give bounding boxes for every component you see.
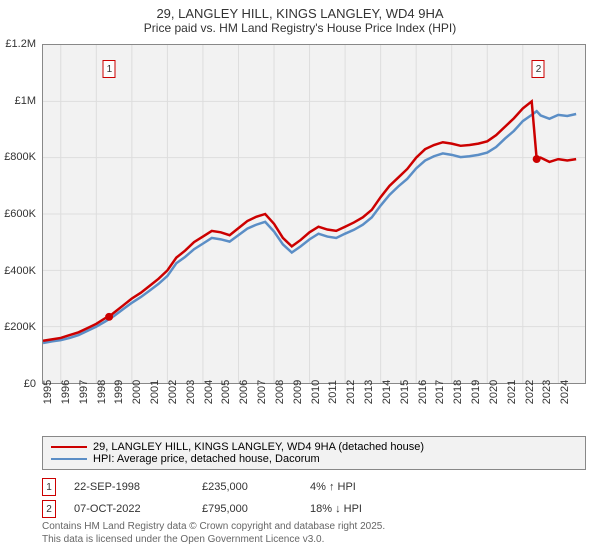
x-axis-label: 2016	[417, 380, 429, 404]
transaction-row: 1 22-SEP-1998 £235,000 4% ↑ HPI	[42, 476, 586, 498]
transaction-pct: 18% ↓ HPI	[310, 503, 410, 515]
x-axis-label: 2012	[345, 380, 357, 404]
title-block: 29, LANGLEY HILL, KINGS LANGLEY, WD4 9HA…	[0, 0, 600, 37]
legend-swatch	[51, 446, 87, 449]
chart-container: 29, LANGLEY HILL, KINGS LANGLEY, WD4 9HA…	[0, 0, 600, 560]
x-axis-label: 1997	[78, 380, 90, 404]
x-axis-label: 2008	[274, 380, 286, 404]
footer-line-2: This data is licensed under the Open Gov…	[42, 533, 586, 546]
transaction-price: £235,000	[202, 481, 292, 493]
footer-line-1: Contains HM Land Registry data © Crown c…	[42, 520, 586, 533]
transaction-price: £795,000	[202, 503, 292, 515]
x-axis-label: 2015	[399, 380, 411, 404]
transaction-marker-box: 2	[42, 500, 56, 518]
x-axis-label: 2020	[488, 380, 500, 404]
x-axis-label: 1996	[60, 380, 72, 404]
x-axis-label: 1995	[42, 380, 54, 404]
x-axis-label: 2023	[541, 380, 553, 404]
x-axis-label: 2014	[381, 380, 393, 404]
x-axis-label: 2022	[524, 380, 536, 404]
y-axis-label: £0	[24, 378, 36, 390]
y-axis-label: £200K	[4, 321, 36, 333]
x-axis-label: 2019	[470, 380, 482, 404]
legend: 29, LANGLEY HILL, KINGS LANGLEY, WD4 9HA…	[42, 436, 586, 470]
chart-marker: 2	[532, 60, 545, 78]
y-axis-labels: £0£200K£400K£600K£800K£1M£1.2M	[0, 44, 40, 384]
x-axis-label: 2001	[149, 380, 161, 404]
x-axis-label: 2024	[559, 380, 571, 404]
y-axis-label: £600K	[4, 208, 36, 220]
legend-label: 29, LANGLEY HILL, KINGS LANGLEY, WD4 9HA…	[93, 441, 424, 453]
x-axis-label: 1998	[96, 380, 108, 404]
x-axis-label: 2006	[238, 380, 250, 404]
chart-subtitle: Price paid vs. HM Land Registry's House …	[0, 21, 600, 35]
chart-area: 12	[42, 44, 586, 384]
transaction-marker-box: 1	[42, 478, 56, 496]
x-axis-label: 2003	[185, 380, 197, 404]
x-axis-label: 2013	[363, 380, 375, 404]
transaction-date: 07-OCT-2022	[74, 503, 184, 515]
x-axis-label: 2010	[310, 380, 322, 404]
x-axis-label: 2018	[452, 380, 464, 404]
transaction-date: 22-SEP-1998	[74, 481, 184, 493]
x-axis-label: 2004	[203, 380, 215, 404]
x-axis-label: 2021	[506, 380, 518, 404]
x-axis-label: 2005	[220, 380, 232, 404]
x-axis-label: 2011	[327, 380, 339, 404]
legend-swatch	[51, 458, 87, 461]
y-axis-label: £800K	[4, 151, 36, 163]
legend-row: HPI: Average price, detached house, Daco…	[51, 453, 577, 465]
footer: Contains HM Land Registry data © Crown c…	[42, 520, 586, 546]
legend-label: HPI: Average price, detached house, Daco…	[93, 453, 320, 465]
x-axis-label: 2000	[131, 380, 143, 404]
x-axis-label: 1999	[113, 380, 125, 404]
chart-title: 29, LANGLEY HILL, KINGS LANGLEY, WD4 9HA	[0, 6, 600, 21]
x-axis-label: 2007	[256, 380, 268, 404]
x-axis-label: 2002	[167, 380, 179, 404]
transactions-table: 1 22-SEP-1998 £235,000 4% ↑ HPI2 07-OCT-…	[42, 476, 586, 520]
y-axis-label: £1M	[15, 95, 36, 107]
chart-plot	[43, 45, 585, 383]
x-axis-label: 2009	[292, 380, 304, 404]
x-axis-labels: 1995199619971998199920002001200220032004…	[42, 388, 586, 434]
transaction-row: 2 07-OCT-2022 £795,000 18% ↓ HPI	[42, 498, 586, 520]
transaction-pct: 4% ↑ HPI	[310, 481, 410, 493]
x-axis-label: 2017	[434, 380, 446, 404]
y-axis-label: £1.2M	[5, 38, 36, 50]
legend-row: 29, LANGLEY HILL, KINGS LANGLEY, WD4 9HA…	[51, 441, 577, 453]
chart-marker: 1	[103, 60, 116, 78]
y-axis-label: £400K	[4, 265, 36, 277]
